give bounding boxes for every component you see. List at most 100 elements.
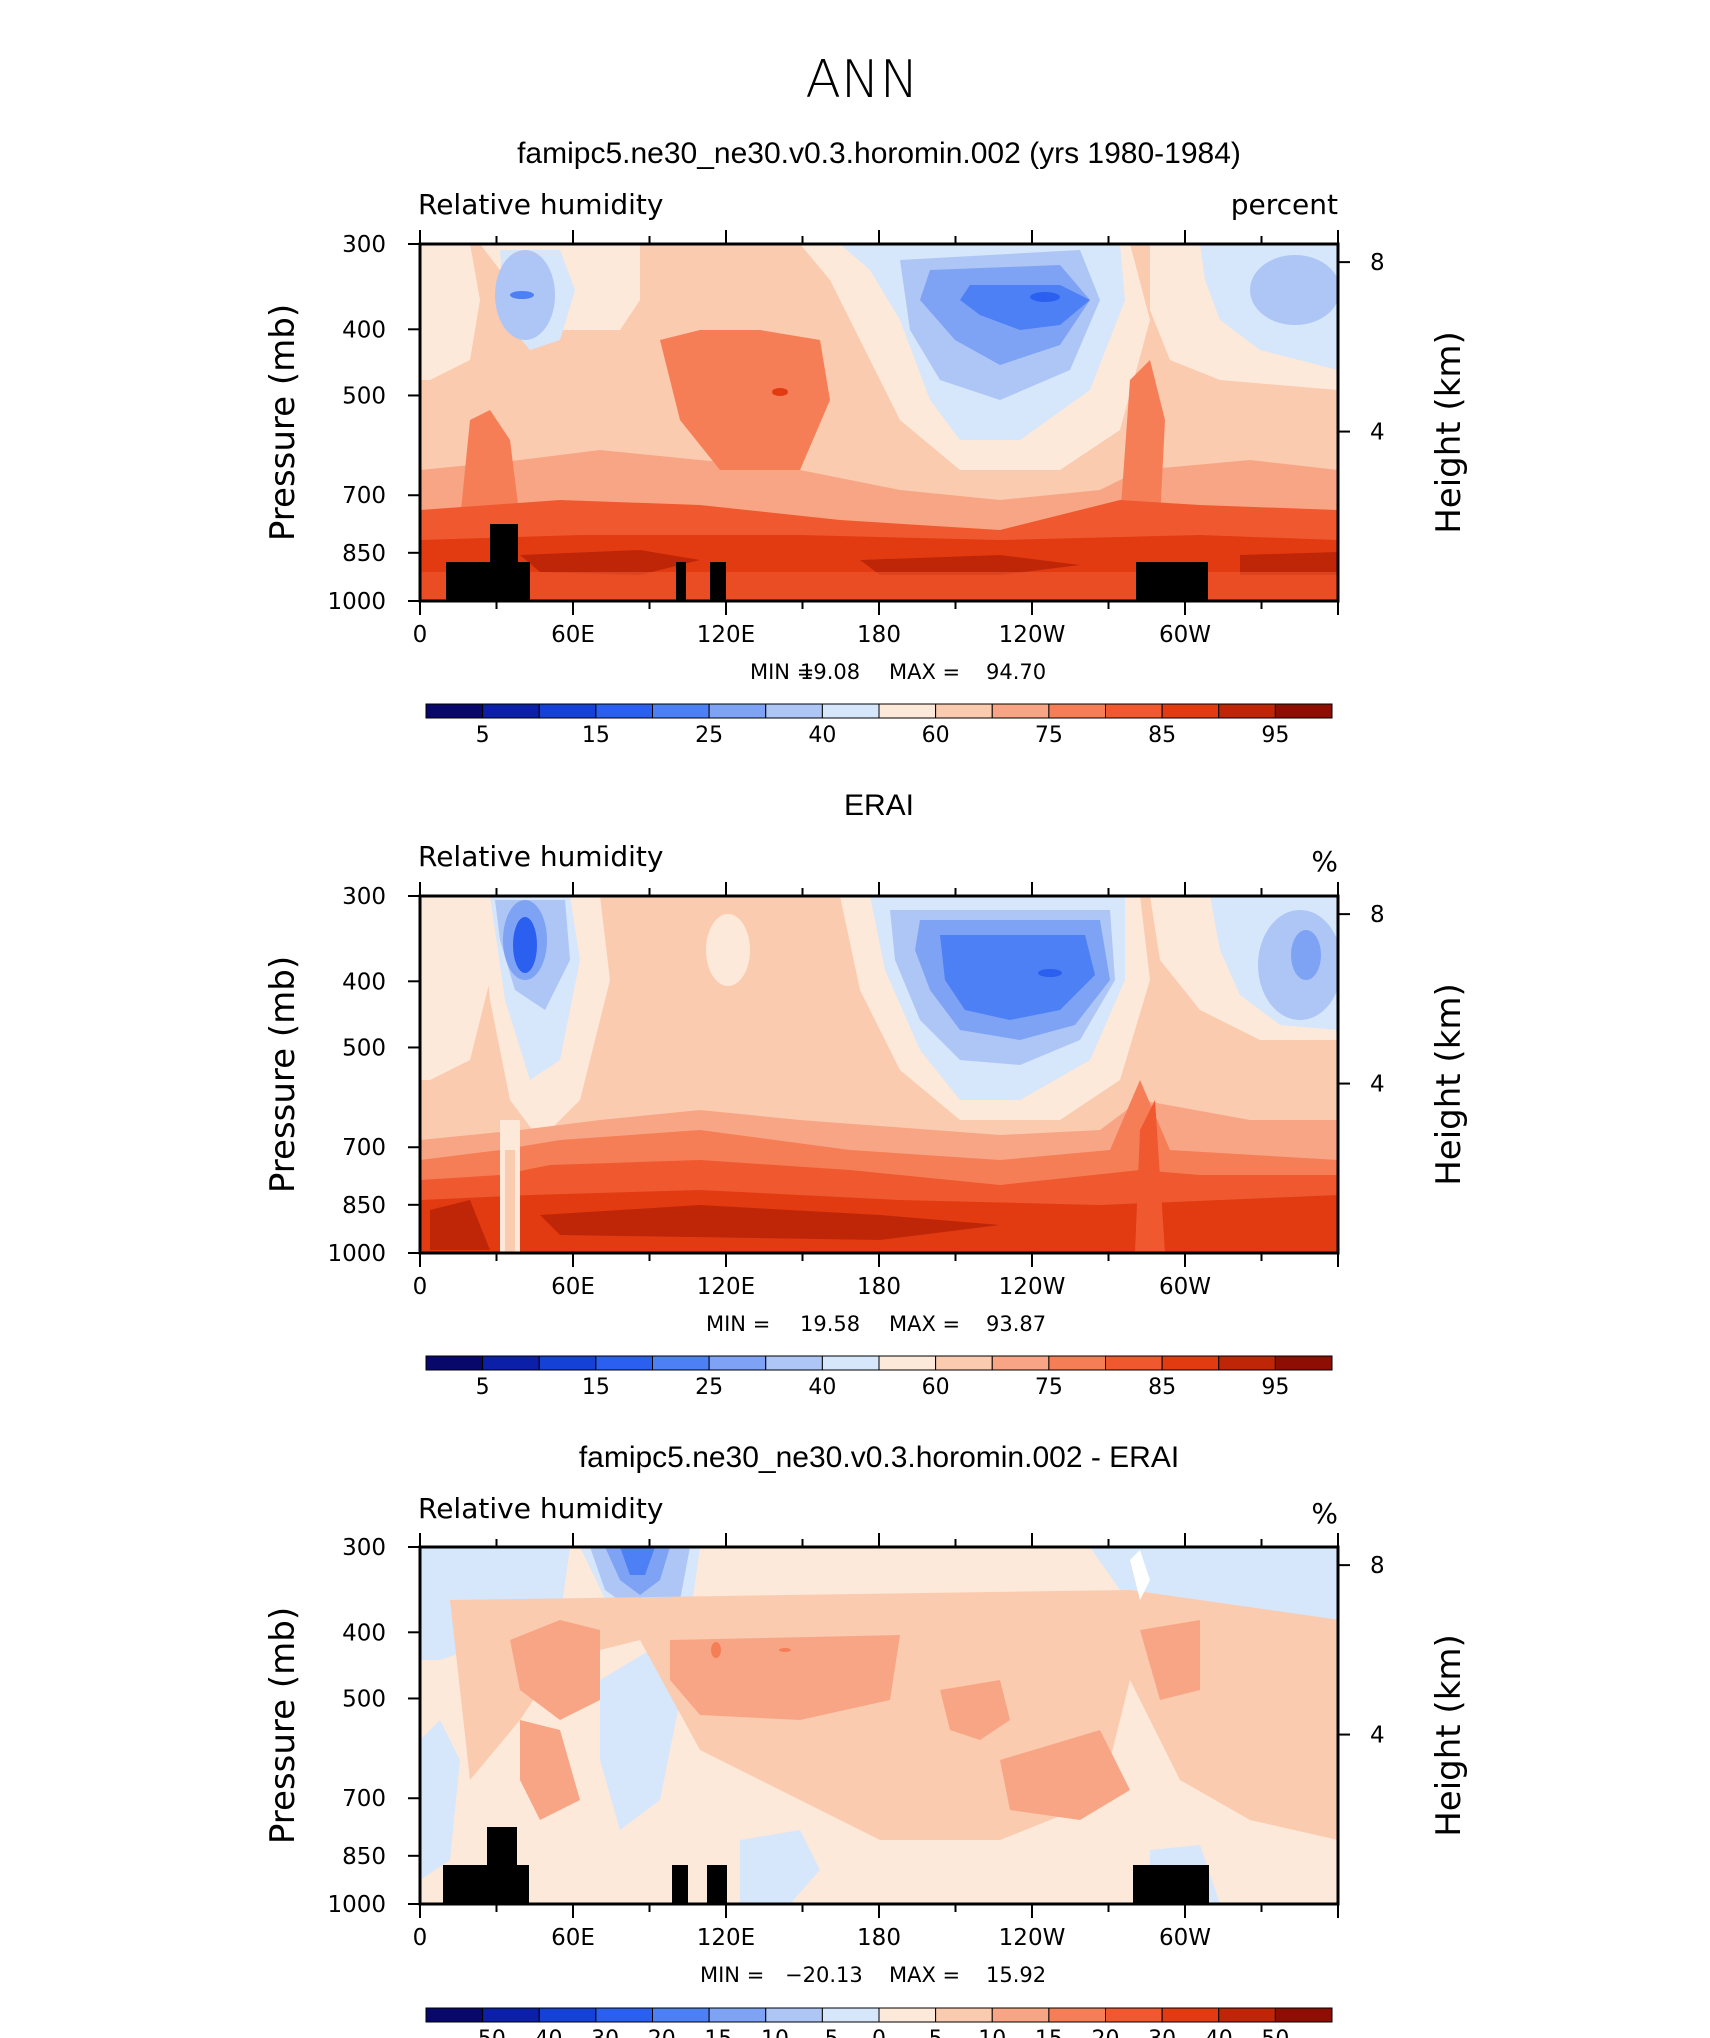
panel-2-field — [420, 896, 1338, 1253]
colorbar-box — [538, 703, 597, 719]
colorbar-box — [1105, 703, 1163, 719]
x-tick-label: 120E — [697, 1274, 755, 1300]
colorbar-label: 25 — [695, 1375, 723, 1400]
colorbar-label: 95 — [1261, 723, 1289, 748]
colorbar-box — [1161, 1355, 1220, 1371]
x-tick-label: 60E — [551, 1925, 595, 1951]
y-right-tick-label: 4 — [1370, 1072, 1385, 1098]
colorbar-box — [595, 703, 653, 719]
colorbar-label: 30 — [1148, 2027, 1176, 2038]
panel-3-max-label: MAX = — [889, 1963, 960, 1987]
colorbar-box — [878, 1355, 937, 1371]
colorbar-box — [1274, 2007, 1333, 2023]
colorbar-box — [935, 703, 993, 719]
colorbar-label: 85 — [1148, 1375, 1176, 1400]
panel-3-colorbar: −50−40−30−20−15−10−505101520304050 — [425, 2007, 1333, 2038]
colorbar-label: 10 — [978, 2027, 1006, 2038]
y-tick-label: 850 — [342, 1193, 386, 1219]
panel-1-left-label: Relative humidity — [418, 188, 663, 221]
colorbar-label: 75 — [1035, 1375, 1063, 1400]
colorbar-label: 60 — [922, 723, 950, 748]
panel-1-colorbar: 5 15 25 40 60 75 85 95 — [425, 703, 1333, 748]
panel-1-title: famipc5.ne30_ne30.v0.3.horomin.002 (yrs … — [517, 137, 1241, 170]
panel-3-min-label: MIN = — [700, 1963, 764, 1987]
panel-1-right-label: percent — [1231, 188, 1338, 221]
colorbar-label: 95 — [1261, 1375, 1289, 1400]
colorbar-box — [1218, 703, 1276, 719]
colorbar-label: −5 — [806, 2027, 838, 2038]
x-tick-label: 120E — [697, 1925, 755, 1951]
panel-1-axes: 0 60E 120E 180 120W 60W 300 400 500 700 850 1000 8 4 P… — [263, 230, 1469, 648]
colorbar-box — [652, 1355, 710, 1371]
colorbar-box — [538, 1355, 597, 1371]
colorbar-box — [1274, 703, 1333, 719]
colorbar-box — [595, 1355, 653, 1371]
colorbar-box — [765, 2007, 823, 2023]
panel-2-min-label: MIN = — [706, 1312, 770, 1336]
colorbar-label: 75 — [1035, 723, 1063, 748]
colorbar-box — [1048, 703, 1106, 719]
x-tick-label: 0 — [413, 1274, 428, 1300]
y-tick-label: 500 — [342, 383, 386, 409]
colorbar-box — [482, 2007, 540, 2023]
colorbar-label: −15 — [686, 2027, 732, 2038]
x-tick-label: 180 — [857, 1274, 901, 1300]
colorbar-label: −30 — [573, 2027, 619, 2038]
colorbar-box — [991, 703, 1050, 719]
x-tick-label: 60E — [551, 622, 595, 648]
y-tick-label: 700 — [342, 1135, 386, 1161]
x-tick-label: 120W — [999, 1274, 1066, 1300]
colorbar-label: 40 — [1205, 2027, 1233, 2038]
x-tick-label: 0 — [413, 622, 428, 648]
colorbar-label: 15 — [1035, 2027, 1063, 2038]
colorbar-box — [765, 1355, 823, 1371]
colorbar-box — [425, 703, 484, 719]
colorbar-label: −20 — [629, 2027, 675, 2038]
colorbar-box — [1105, 1355, 1163, 1371]
colorbar-box — [1048, 2007, 1106, 2023]
colorbar-label: 20 — [1092, 2027, 1120, 2038]
colorbar-box — [425, 1355, 484, 1371]
colorbar-box — [595, 2007, 653, 2023]
y-tick-label: 500 — [342, 1035, 386, 1061]
panel-3-title: famipc5.ne30_ne30.v0.3.horomin.002 - ERA… — [579, 1441, 1179, 1474]
y-axis-title: Pressure (mb) — [263, 956, 303, 1193]
colorbar-label: −50 — [459, 2027, 505, 2038]
colorbar-box — [878, 2007, 937, 2023]
colorbar-box — [652, 2007, 710, 2023]
colorbar-label: 5 — [929, 2027, 943, 2038]
colorbar-label: 15 — [582, 723, 610, 748]
colorbar-box — [1161, 703, 1220, 719]
colorbar-label: 40 — [808, 723, 836, 748]
panel-3-max-value: 15.92 — [986, 1963, 1046, 1987]
panel-2-title: ERAI — [844, 789, 914, 822]
panel-2-max-label: MAX = — [889, 1312, 960, 1336]
colorbar-label: 5 — [476, 723, 490, 748]
panel-1-topography — [446, 524, 1208, 601]
x-tick-label: 0 — [413, 1925, 428, 1951]
y-tick-label: 850 — [342, 541, 386, 567]
colorbar-box — [991, 1355, 1050, 1371]
y-tick-label: 400 — [342, 317, 386, 343]
colorbar-box — [708, 1355, 767, 1371]
y-tick-label: 1000 — [327, 589, 386, 615]
colorbar-label: 50 — [1261, 2027, 1289, 2038]
panel-2-max-value: 93.87 — [986, 1312, 1046, 1336]
y-right-tick-label: 8 — [1370, 902, 1385, 928]
y-tick-label: 850 — [342, 1844, 386, 1870]
colorbar-box — [1274, 1355, 1333, 1371]
colorbar-box — [425, 2007, 484, 2023]
panel-1-max-label: MAX = — [889, 660, 960, 684]
panel-2-right-label: % — [1311, 845, 1338, 878]
colorbar-label: 15 — [582, 1375, 610, 1400]
panel-1-max-value: 94.70 — [986, 660, 1046, 684]
colorbar-label: 0 — [872, 2027, 886, 2038]
y-right-tick-label: 4 — [1370, 1723, 1385, 1749]
colorbar-box — [1218, 1355, 1276, 1371]
x-tick-label: 60W — [1159, 622, 1211, 648]
colorbar-box — [538, 2007, 597, 2023]
panel-3: famipc5.ne30_ne30.v0.3.horomin.002 - ERA… — [263, 1441, 1469, 2038]
colorbar-box — [935, 1355, 993, 1371]
panel-2-axes: 0 60E 120E 180 120W 60W 300 400 500 700 850 1000 8 4 P… — [263, 882, 1469, 1300]
y-tick-label: 500 — [342, 1686, 386, 1712]
